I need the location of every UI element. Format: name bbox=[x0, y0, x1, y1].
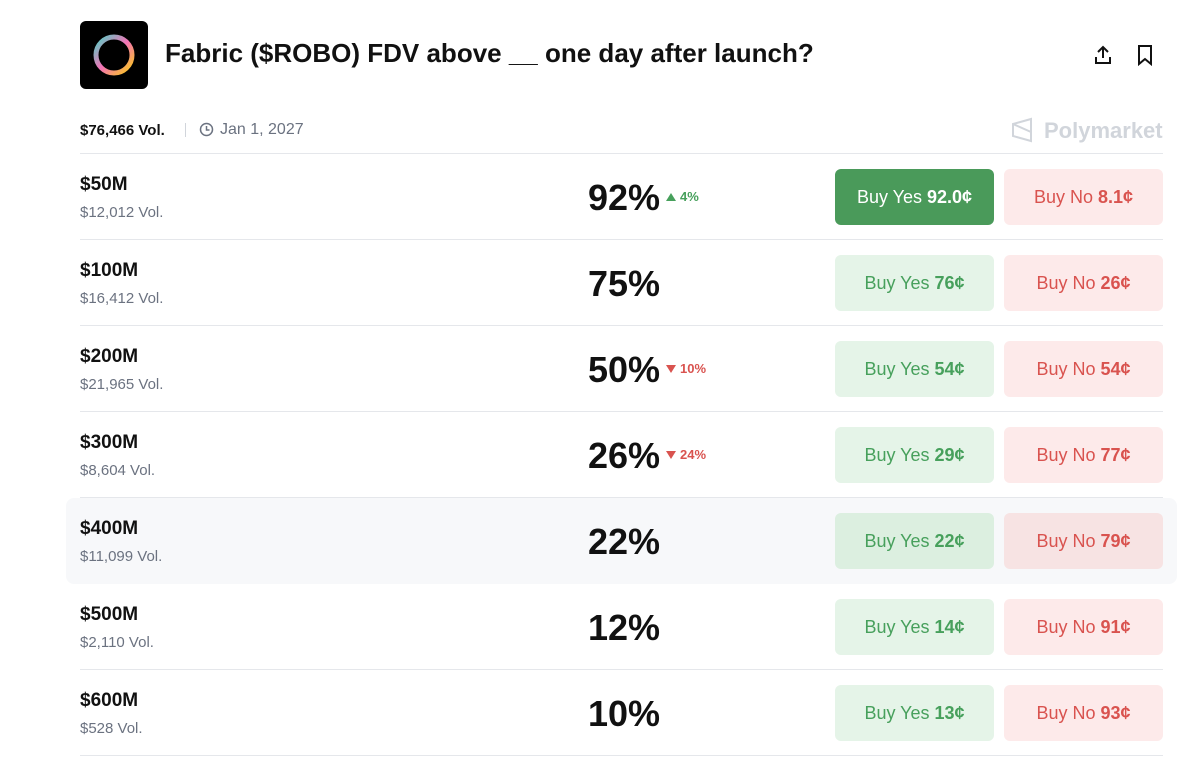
change-arrow bbox=[666, 364, 676, 373]
chance-change: 4% bbox=[666, 189, 699, 204]
buy-no-button[interactable]: Buy No 93¢ bbox=[1004, 685, 1163, 741]
outcome-chance: 50% bbox=[588, 349, 661, 390]
outcome-row[interactable]: $400M $11,099 Vol. 22% Buy Yes 22¢ Buy No 79¢ bbox=[66, 498, 1177, 584]
divider bbox=[80, 153, 1163, 154]
buy-no-label: Buy No bbox=[1036, 358, 1096, 379]
outcome-label: $100M bbox=[80, 260, 139, 281]
buy-yes-button[interactable]: Buy Yes 54¢ bbox=[835, 341, 994, 397]
buy-yes-button[interactable]: Buy Yes 76¢ bbox=[835, 255, 994, 311]
change-value: 24% bbox=[680, 447, 707, 462]
buy-yes-label: Buy Yes bbox=[864, 702, 930, 723]
brand-name: Polymarket bbox=[1044, 118, 1163, 143]
chance-change: 24% bbox=[666, 447, 706, 462]
no-price: 91¢ bbox=[1100, 616, 1131, 637]
outcome-label: $400M bbox=[80, 518, 139, 539]
buy-yes-button[interactable]: Buy Yes 92.0¢ bbox=[835, 169, 994, 225]
yes-price: 54¢ bbox=[934, 358, 965, 379]
outcome-row[interactable]: $200M $21,965 Vol. 50% 10% Buy Yes 54¢ Buy No 5… bbox=[80, 326, 1163, 412]
no-price: 26¢ bbox=[1100, 272, 1131, 293]
outcome-volume: $12,012 Vol. bbox=[80, 204, 164, 221]
no-price: 93¢ bbox=[1100, 702, 1131, 723]
buy-no-label: Buy No bbox=[1036, 530, 1096, 551]
buy-yes-label: Buy Yes bbox=[864, 358, 930, 379]
no-price: 8.1¢ bbox=[1097, 186, 1134, 207]
yes-price: 14¢ bbox=[934, 616, 965, 637]
outcome-label: $600M bbox=[80, 690, 139, 711]
outcome-chance: 26% bbox=[588, 435, 661, 476]
buy-no-button[interactable]: Buy No 91¢ bbox=[1004, 599, 1163, 655]
buy-yes-button[interactable]: Buy Yes 14¢ bbox=[835, 599, 994, 655]
no-price: 54¢ bbox=[1100, 358, 1131, 379]
change-arrow bbox=[666, 192, 676, 201]
outcome-chance: 75% bbox=[588, 263, 661, 304]
yes-price: 92.0¢ bbox=[927, 186, 973, 207]
end-date: Jan 1, 2027 bbox=[220, 121, 304, 138]
icon-ring bbox=[93, 34, 135, 76]
change-value: 4% bbox=[680, 189, 699, 204]
outcome-label: $500M bbox=[80, 604, 139, 625]
total-volume: $76,466 Vol. bbox=[80, 122, 165, 139]
outcome-row[interactable]: $300M $8,604 Vol. 26% 24% Buy Yes 29¢ Buy No 77… bbox=[80, 412, 1163, 498]
buy-yes-button[interactable]: Buy Yes 13¢ bbox=[835, 685, 994, 741]
no-price: 79¢ bbox=[1100, 530, 1131, 551]
buy-no-label: Buy No bbox=[1036, 702, 1096, 723]
outcome-row[interactable]: $500M $2,110 Vol. 12% Buy Yes 14¢ Buy No 91¢ bbox=[80, 584, 1163, 670]
separator bbox=[185, 123, 186, 137]
buy-no-button[interactable]: Buy No 79¢ bbox=[1004, 513, 1163, 569]
buy-no-label: Buy No bbox=[1036, 616, 1096, 637]
outcome-volume: $16,412 Vol. bbox=[80, 290, 164, 307]
outcome-label: $300M bbox=[80, 432, 139, 453]
buy-no-label: Buy No bbox=[1036, 272, 1096, 293]
buy-no-label: Buy No bbox=[1036, 444, 1096, 465]
buy-no-button[interactable]: Buy No 77¢ bbox=[1004, 427, 1163, 483]
outcome-row[interactable]: $100M $16,412 Vol. 75% Buy Yes 76¢ Buy No 26¢ bbox=[80, 240, 1163, 326]
buy-yes-label: Buy Yes bbox=[856, 186, 922, 207]
outcome-volume: $528 Vol. bbox=[80, 720, 143, 737]
yes-price: 76¢ bbox=[934, 272, 965, 293]
buy-yes-label: Buy Yes bbox=[864, 444, 930, 465]
buy-no-button[interactable]: Buy No 8.1¢ bbox=[1004, 169, 1163, 225]
outcome-chance: 10% bbox=[588, 693, 661, 734]
outcome-volume: $8,604 Vol. bbox=[80, 462, 156, 479]
outcome-label: $200M bbox=[80, 346, 139, 367]
market-icon bbox=[80, 21, 148, 89]
outcome-chance: 92% bbox=[588, 177, 661, 218]
buy-yes-label: Buy Yes bbox=[864, 530, 930, 551]
bookmark-button[interactable] bbox=[1136, 44, 1154, 66]
outcome-volume: $2,110 Vol. bbox=[80, 634, 154, 651]
clock-icon bbox=[199, 122, 214, 137]
buy-yes-label: Buy Yes bbox=[864, 272, 930, 293]
buy-no-button[interactable]: Buy No 26¢ bbox=[1004, 255, 1163, 311]
outcome-label: $50M bbox=[80, 174, 128, 195]
buy-no-label: Buy No bbox=[1033, 186, 1093, 207]
outcome-volume: $11,099 Vol. bbox=[80, 548, 163, 565]
buy-yes-label: Buy Yes bbox=[864, 616, 930, 637]
outcome-row[interactable]: $600M $528 Vol. 10% Buy Yes 13¢ Buy No 93¢ bbox=[80, 670, 1163, 756]
yes-price: 29¢ bbox=[934, 444, 965, 465]
outcome-volume: $21,965 Vol. bbox=[80, 376, 164, 393]
outcome-chance: 22% bbox=[588, 521, 661, 562]
share-button[interactable] bbox=[1092, 44, 1114, 66]
brand-logo bbox=[1012, 117, 1032, 143]
change-value: 10% bbox=[680, 361, 707, 376]
market-title: Fabric ($ROBO) FDV above __ one day afte… bbox=[165, 38, 814, 68]
buy-no-button[interactable]: Buy No 54¢ bbox=[1004, 341, 1163, 397]
chance-change: 10% bbox=[666, 361, 706, 376]
yes-price: 22¢ bbox=[934, 530, 965, 551]
buy-yes-button[interactable]: Buy Yes 22¢ bbox=[835, 513, 994, 569]
outcome-chance: 12% bbox=[588, 607, 661, 648]
buy-yes-button[interactable]: Buy Yes 29¢ bbox=[835, 427, 994, 483]
no-price: 77¢ bbox=[1100, 444, 1131, 465]
yes-price: 13¢ bbox=[934, 702, 965, 723]
change-arrow bbox=[666, 450, 676, 459]
outcome-row[interactable]: $50M $12,012 Vol. 92% 4% Buy Yes 92.0¢ Buy No 8… bbox=[80, 154, 1163, 240]
